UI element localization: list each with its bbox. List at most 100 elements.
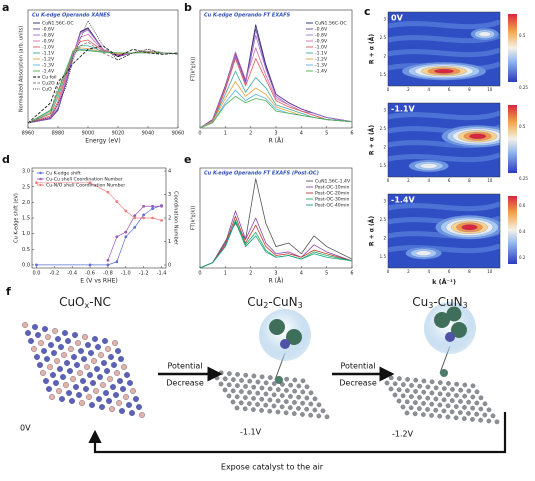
r-tick-label: 1.5	[380, 254, 387, 259]
marker	[142, 216, 146, 220]
x-axis-label: Energy (eV)	[85, 138, 120, 145]
carbon-atom	[470, 417, 475, 422]
carbon-atom	[275, 387, 281, 392]
legend-label: Post-OC-30min	[315, 197, 349, 203]
carbon-atom	[445, 392, 451, 397]
carbon-atom	[458, 399, 463, 404]
atom	[85, 342, 91, 348]
carbon-atom	[412, 411, 418, 417]
legend-label: -1.3V	[315, 63, 328, 69]
carbon-atom	[275, 398, 281, 404]
r-tick-label: 2.5	[380, 35, 387, 40]
carbon-atom	[397, 376, 402, 381]
atom	[86, 394, 92, 400]
carbon-atom	[267, 408, 273, 414]
atom	[91, 358, 97, 364]
contour-band	[388, 201, 500, 212]
carbon-atom	[470, 405, 475, 411]
colorbar-label: 0.6	[519, 203, 526, 208]
carbon-atom	[494, 419, 500, 425]
series-line	[199, 210, 353, 269]
atom	[53, 380, 59, 386]
map-y-label: R + α (Å)	[369, 125, 376, 155]
potential-label: -1.2V	[392, 430, 414, 439]
legend-label: -0.6V	[42, 27, 55, 33]
carbon-atom	[284, 376, 289, 382]
atom	[35, 332, 41, 338]
carbon-atom	[409, 394, 414, 399]
atom	[79, 400, 85, 406]
y2-tick-label: 2	[168, 216, 171, 222]
carbon-atom	[222, 376, 228, 382]
carbon-atom	[417, 383, 423, 389]
atom	[109, 406, 115, 412]
carbon-atom	[486, 418, 492, 424]
contour-band	[388, 243, 500, 254]
legend-label: CuN1.56C-OC	[42, 21, 74, 27]
atom	[121, 364, 127, 370]
carbon-atom	[429, 379, 435, 385]
marker	[151, 216, 155, 220]
subscript: x	[85, 301, 90, 310]
r-tick-label: 2	[383, 235, 386, 240]
atom	[130, 388, 136, 394]
carbon-atom	[308, 401, 314, 407]
carbon-atom	[409, 383, 414, 388]
atom	[48, 342, 54, 348]
carbon-atom	[490, 413, 496, 419]
carbon-atom	[425, 384, 431, 390]
carbon-atom	[251, 407, 256, 412]
x-tick-label: 9040	[142, 131, 155, 137]
x-tick-label: 3	[274, 131, 277, 137]
carbon-atom	[263, 380, 269, 386]
legend-label: Cu2O	[42, 81, 55, 87]
carbon-atom	[400, 404, 406, 410]
carbon-atom	[437, 391, 443, 397]
name-part: Cu	[247, 295, 263, 309]
atom	[82, 334, 88, 340]
atom	[83, 386, 89, 392]
atom	[119, 408, 125, 414]
carbon-atom	[384, 380, 390, 386]
panel-label: e	[184, 153, 191, 166]
chart-title: Cu K-edge Operando FT EXAFS (Post-OC)	[204, 171, 319, 177]
carbon-atom	[466, 399, 471, 405]
carbon-atom	[230, 388, 236, 394]
marker	[142, 204, 146, 208]
carbon-atom	[259, 408, 264, 413]
cu-atom	[446, 306, 462, 322]
series-line	[199, 219, 353, 269]
legend-label: -0.8V	[315, 33, 328, 39]
atom	[106, 398, 112, 404]
atom	[56, 388, 62, 394]
carbon-atom	[454, 381, 459, 387]
x-tick-label: 0.0	[32, 271, 40, 277]
atom	[104, 368, 110, 374]
marker	[88, 181, 92, 185]
return-label: Expose catalyst to the air	[221, 463, 324, 472]
atom	[105, 346, 111, 352]
marker	[133, 214, 137, 218]
series-line	[199, 215, 353, 269]
carbon-atom	[486, 407, 492, 413]
carbon-atom	[312, 407, 318, 413]
x-axis-label: E (V vs RHE)	[80, 278, 117, 285]
r-tick-label: 2.5	[380, 217, 387, 222]
carbon-atom	[300, 378, 306, 384]
legend-label: -0.9V	[315, 39, 328, 45]
series-line	[199, 24, 353, 129]
atom	[71, 354, 77, 360]
carbon-atom	[453, 404, 459, 409]
carbon-atom	[259, 385, 265, 391]
carbon-atom	[300, 400, 305, 406]
atom	[97, 374, 103, 380]
carbon-atom	[478, 406, 484, 412]
x-tick-label: 8960	[22, 131, 35, 137]
n-atom	[445, 332, 455, 342]
carbon-atom	[308, 390, 314, 396]
legend-label: -1.2V	[42, 57, 55, 63]
structure-name: Cu3-CuN3	[412, 295, 467, 310]
carbon-atom	[243, 395, 248, 400]
subscript: 3	[428, 301, 433, 310]
carbon-atom	[226, 382, 232, 388]
